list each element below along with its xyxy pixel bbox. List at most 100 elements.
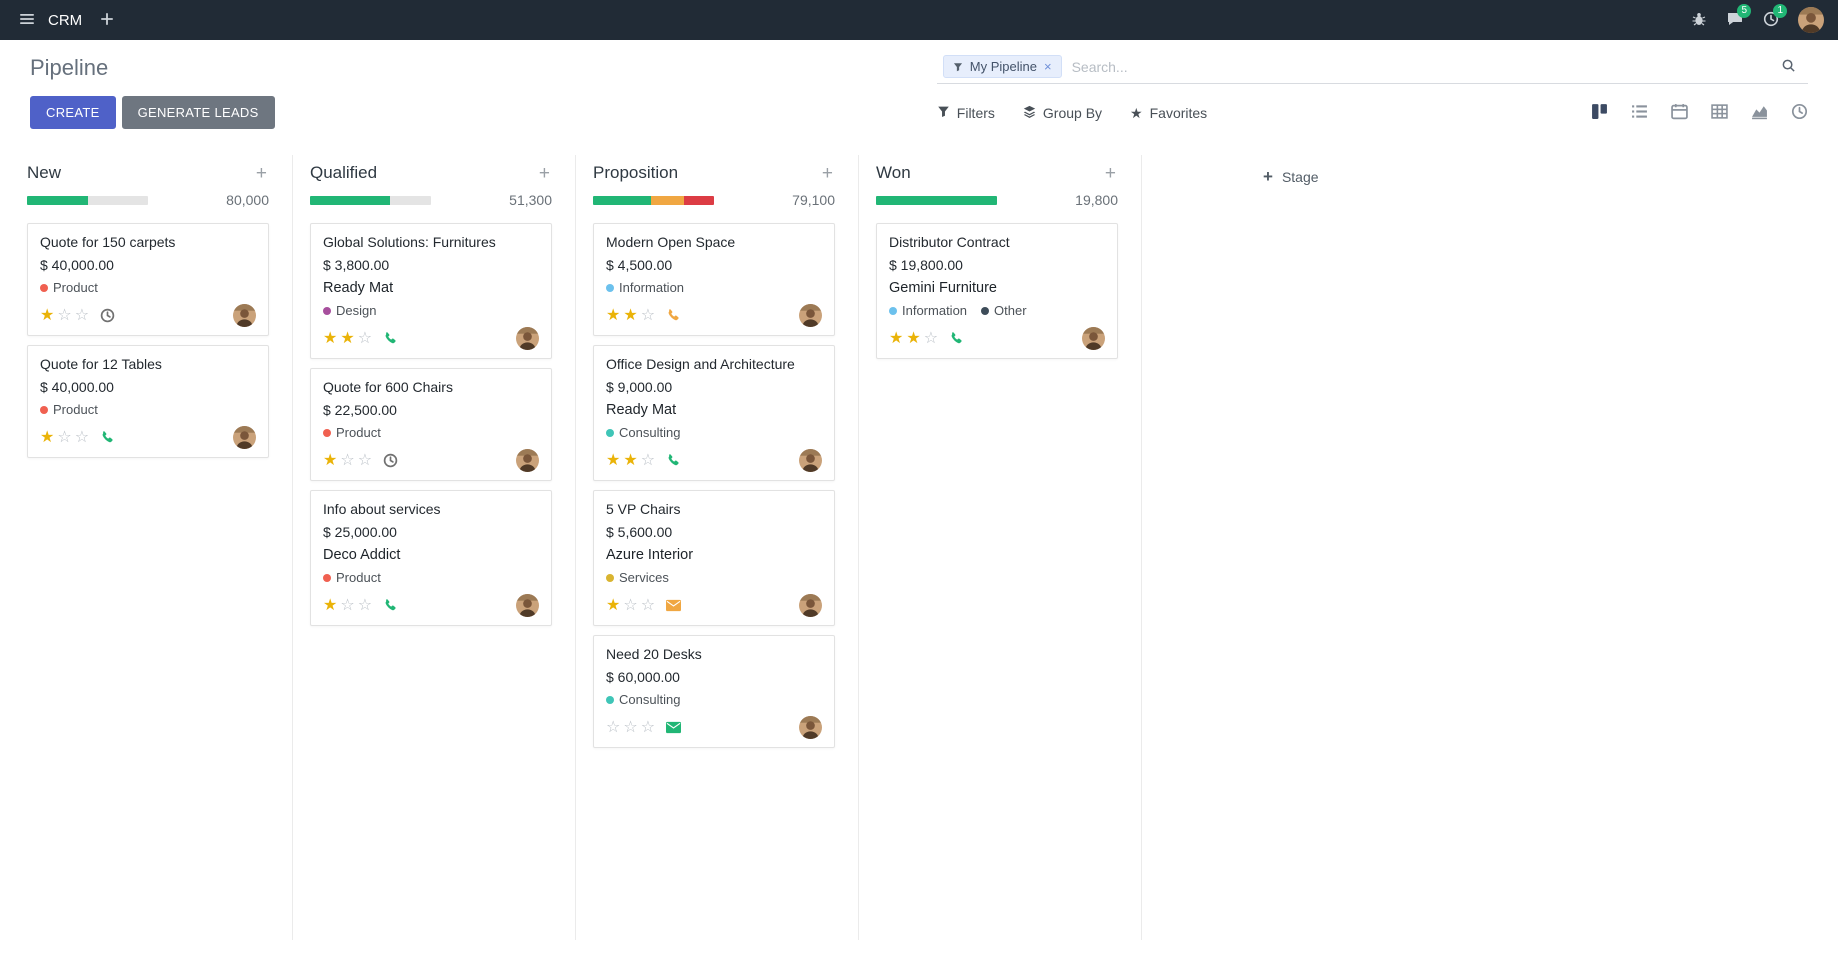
- priority-star-empty-icon[interactable]: ☆: [640, 596, 656, 614]
- salesperson-avatar[interactable]: [799, 716, 822, 739]
- progressbar-segment[interactable]: [593, 195, 652, 205]
- priority-star-empty-icon[interactable]: ☆: [606, 718, 621, 736]
- filters-button[interactable]: Filters: [937, 105, 995, 121]
- calendar-view-button[interactable]: [1671, 103, 1688, 123]
- priority-star-filled-icon[interactable]: ★: [40, 306, 55, 324]
- debug-button[interactable]: [1682, 0, 1716, 40]
- salesperson-avatar[interactable]: [516, 594, 539, 617]
- phone-activity-icon[interactable]: [100, 430, 115, 445]
- salesperson-avatar[interactable]: [233, 304, 256, 327]
- priority-star-empty-icon[interactable]: ☆: [640, 451, 656, 469]
- opportunity-card[interactable]: 5 VP Chairs $ 5,600.00 Azure Interior Se…: [593, 490, 835, 626]
- priority-star-filled-icon[interactable]: ★: [340, 329, 355, 347]
- priority-star-filled-icon[interactable]: ★: [323, 329, 338, 347]
- pivot-view-button[interactable]: [1711, 103, 1728, 123]
- salesperson-avatar[interactable]: [1082, 327, 1105, 350]
- priority-star-empty-icon[interactable]: ☆: [74, 428, 90, 446]
- priority-star-filled-icon[interactable]: ★: [323, 451, 338, 469]
- priority-star-filled-icon[interactable]: ★: [889, 329, 904, 347]
- progressbar-segment[interactable]: [683, 195, 714, 205]
- priority-star-filled-icon[interactable]: ★: [323, 596, 338, 614]
- search-input[interactable]: [1069, 57, 1767, 76]
- priority-star-filled-icon[interactable]: ★: [606, 596, 621, 614]
- quick-add-record-button[interactable]: +: [821, 162, 833, 184]
- progressbar-segment[interactable]: [651, 195, 684, 205]
- user-avatar[interactable]: [1798, 7, 1824, 33]
- opportunity-card[interactable]: Quote for 12 Tables $ 40,000.00 Product …: [27, 345, 269, 458]
- facet-remove-icon[interactable]: ×: [1043, 59, 1052, 74]
- clock-activity-icon[interactable]: [100, 308, 115, 323]
- salesperson-avatar[interactable]: [233, 426, 256, 449]
- envelope-activity-icon[interactable]: [666, 720, 682, 735]
- phone-activity-icon[interactable]: [666, 308, 681, 323]
- opportunity-card[interactable]: Distributor Contract $ 19,800.00 Gemini …: [876, 223, 1118, 359]
- priority-star-empty-icon[interactable]: ☆: [57, 306, 72, 324]
- clock-icon: [1763, 11, 1779, 30]
- priority-star-empty-icon[interactable]: ☆: [640, 306, 656, 324]
- salesperson-avatar[interactable]: [799, 594, 822, 617]
- progressbar-segment[interactable]: [87, 195, 148, 205]
- priority-star-filled-icon[interactable]: ★: [40, 428, 55, 446]
- messages-button[interactable]: 5: [1718, 0, 1752, 40]
- progressbar-segment[interactable]: [876, 195, 997, 205]
- quick-add-record-button[interactable]: +: [538, 162, 550, 184]
- phone-activity-icon[interactable]: [383, 598, 398, 613]
- priority-star-empty-icon[interactable]: ☆: [357, 451, 373, 469]
- envelope-activity-icon[interactable]: [666, 598, 682, 613]
- app-name[interactable]: CRM: [48, 11, 83, 29]
- priority-star-filled-icon[interactable]: ★: [606, 451, 621, 469]
- apps-menu-button[interactable]: [10, 0, 44, 40]
- priority-star-empty-icon[interactable]: ☆: [340, 596, 355, 614]
- group-by-button[interactable]: Group By: [1023, 105, 1102, 121]
- priority-star-filled-icon[interactable]: ★: [606, 306, 621, 324]
- graph-view-button[interactable]: [1751, 103, 1768, 123]
- priority-star-empty-icon[interactable]: ☆: [57, 428, 72, 446]
- generate-leads-button[interactable]: GENERATE LEADS: [121, 96, 275, 129]
- opportunity-card[interactable]: Global Solutions: Furnitures $ 3,800.00 …: [310, 223, 552, 359]
- priority-star-empty-icon[interactable]: ☆: [623, 596, 638, 614]
- create-button[interactable]: CREATE: [30, 96, 116, 129]
- priority-star-filled-icon[interactable]: ★: [623, 451, 638, 469]
- phone-activity-icon[interactable]: [383, 331, 398, 346]
- priority-star-empty-icon[interactable]: ☆: [357, 596, 373, 614]
- quick-add-record-button[interactable]: +: [255, 162, 267, 184]
- salesperson-avatar[interactable]: [799, 304, 822, 327]
- column-progressbar[interactable]: [310, 195, 431, 205]
- priority-star-filled-icon[interactable]: ★: [906, 329, 921, 347]
- quick-add-record-button[interactable]: +: [1104, 162, 1116, 184]
- activity-view-button[interactable]: [1791, 103, 1808, 123]
- salesperson-avatar[interactable]: [516, 327, 539, 350]
- opportunity-card[interactable]: Modern Open Space $ 4,500.00 Information…: [593, 223, 835, 336]
- priority-star-empty-icon[interactable]: ☆: [357, 329, 373, 347]
- nav-add-button[interactable]: [90, 0, 124, 40]
- priority-star-empty-icon[interactable]: ☆: [923, 329, 939, 347]
- phone-activity-icon[interactable]: [949, 331, 964, 346]
- activities-button[interactable]: 1: [1754, 0, 1788, 40]
- opportunity-card[interactable]: Info about services $ 25,000.00 Deco Add…: [310, 490, 552, 626]
- kanban-view-button[interactable]: [1591, 103, 1608, 123]
- opportunity-card[interactable]: Office Design and Architecture $ 9,000.0…: [593, 345, 835, 481]
- opportunity-card[interactable]: Quote for 600 Chairs $ 22,500.00 Product…: [310, 368, 552, 481]
- opportunity-card[interactable]: Need 20 Desks $ 60,000.00 Consulting ☆ ☆ ☆: [593, 635, 835, 748]
- priority-star-empty-icon[interactable]: ☆: [74, 306, 90, 324]
- phone-activity-icon[interactable]: [666, 453, 681, 468]
- clock-activity-icon[interactable]: [383, 453, 398, 468]
- progressbar-segment[interactable]: [310, 195, 390, 205]
- progressbar-segment[interactable]: [27, 195, 88, 205]
- progressbar-segment[interactable]: [389, 195, 431, 205]
- salesperson-avatar[interactable]: [516, 449, 539, 472]
- salesperson-avatar[interactable]: [799, 449, 822, 472]
- priority-star-empty-icon[interactable]: ☆: [340, 451, 355, 469]
- priority-star-filled-icon[interactable]: ★: [623, 306, 638, 324]
- tag-label: Product: [53, 280, 98, 295]
- column-progressbar[interactable]: [876, 195, 997, 205]
- add-stage-button[interactable]: + Stage: [1257, 167, 1325, 186]
- search-submit-button[interactable]: [1775, 57, 1802, 77]
- favorites-button[interactable]: ★ Favorites: [1130, 105, 1207, 121]
- list-view-button[interactable]: [1631, 103, 1648, 123]
- opportunity-card[interactable]: Quote for 150 carpets $ 40,000.00 Produc…: [27, 223, 269, 336]
- priority-star-empty-icon[interactable]: ☆: [623, 718, 638, 736]
- priority-star-empty-icon[interactable]: ☆: [640, 718, 656, 736]
- column-progressbar[interactable]: [593, 195, 714, 205]
- column-progressbar[interactable]: [27, 195, 148, 205]
